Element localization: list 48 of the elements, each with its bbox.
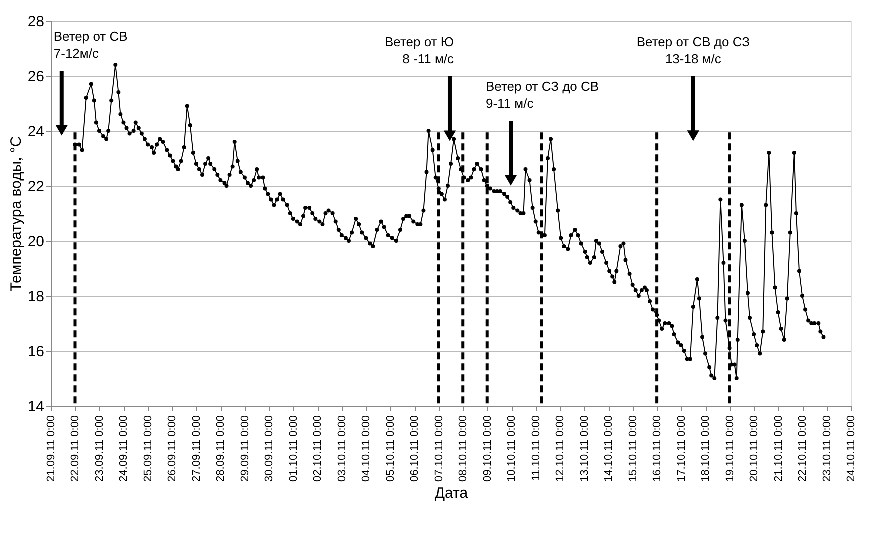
x-tick-label: 08.10.11 0:00: [458, 416, 470, 482]
x-tick-label: 02.10.11 0:00: [312, 416, 324, 482]
x-tick-label: 13.10.11 0:00: [578, 416, 591, 482]
x-tick-label: 09.10.11 0:00: [482, 416, 494, 482]
x-tick-label: 26.09.11 0:00: [166, 416, 179, 482]
y-tick-label: 14: [28, 398, 44, 416]
x-tick-label: 07.10.11 0:00: [433, 416, 446, 482]
x-tick-label: 24.10.11 0:00: [846, 416, 858, 482]
x-tick-label: 22.10.11 0:00: [797, 416, 810, 482]
y-tick-label: 24: [28, 124, 44, 140]
x-tick-label: 27.09.11 0:00: [190, 416, 203, 482]
y-tick-label: 18: [28, 288, 44, 306]
x-tick-label: 14.10.11 0:00: [603, 416, 616, 482]
x-tick-label: 05.10.11 0:00: [384, 416, 397, 482]
x-tick-label: 16.10.11 0:00: [652, 416, 664, 482]
y-tick-label: 20: [28, 234, 44, 250]
x-tick-label: 04.10.11 0:00: [360, 416, 373, 482]
y-tick-label: 16: [28, 344, 44, 360]
x-tick-label: 22.09.11 0:00: [70, 416, 82, 482]
x-tick-label: 24.09.11 0:00: [118, 416, 130, 482]
annotation: Ветер от СЗ до СВ 9-11 м/с: [486, 79, 600, 112]
y-tick-label: 28: [28, 14, 44, 30]
y-tick-label: 26: [28, 68, 44, 86]
x-axis-title: Дата: [434, 484, 469, 502]
x-tick-label: 20.10.11 0:00: [748, 416, 761, 482]
annotation: Ветер от СВ до СЗ 13-18 м/с: [636, 34, 750, 66]
annotation: Ветер от Ю 8 -11 м/с: [384, 34, 454, 67]
x-tick-label: 21.10.11 0:00: [772, 416, 785, 482]
x-tick-label: 19.10.11 0:00: [724, 416, 736, 482]
x-tick-label: 28.09.11 0:00: [215, 416, 228, 482]
x-tick-label: 01.10.11 0:00: [288, 416, 300, 482]
x-tick-label: 23.09.11 0:00: [94, 416, 106, 482]
x-tick-label: 17.10.11 0:00: [676, 416, 688, 482]
x-tick-label: 25.09.11 0:00: [142, 416, 154, 482]
x-tick-label: 29.09.11 0:00: [239, 416, 252, 482]
x-tick-label: 10.10.11 0:00: [506, 416, 518, 482]
x-tick-label: 30.09.11 0:00: [264, 416, 276, 482]
x-tick-label: 21.09.11 0:00: [46, 416, 58, 482]
y-tick-label: 22: [28, 178, 44, 196]
x-tick-label: 12.10.11 0:00: [554, 416, 567, 482]
annotation: Ветер от СВ 7-12м/с: [54, 29, 128, 62]
x-tick-label: 11.10.11 0:00: [530, 416, 542, 482]
x-tick-label: 06.10.11 0:00: [409, 416, 422, 482]
x-tick-label: 15.10.11 0:00: [627, 416, 640, 482]
x-tick-label: 03.10.11 0:00: [336, 416, 348, 482]
y-axis-title: Температура воды, °C: [8, 136, 25, 292]
x-tick-label: 23.10.11 0:00: [821, 416, 834, 482]
x-tick-label: 18.10.11 0:00: [700, 416, 712, 482]
